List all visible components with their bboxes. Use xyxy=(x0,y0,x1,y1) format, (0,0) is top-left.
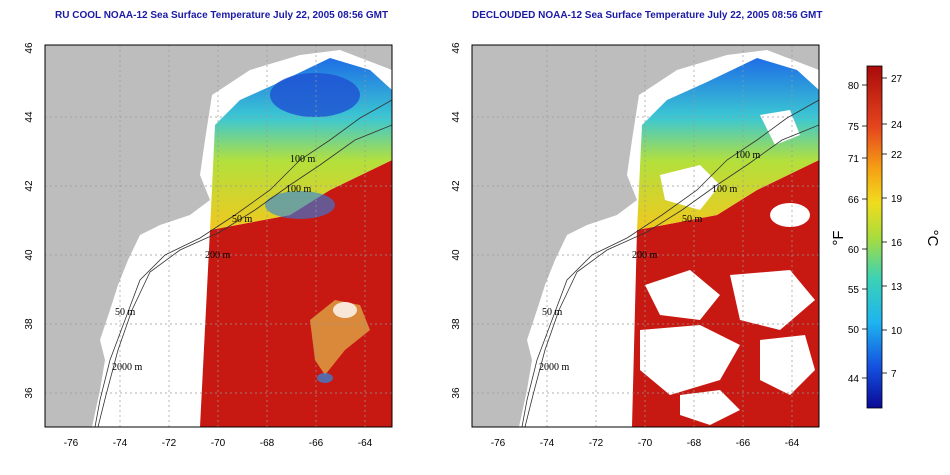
colorbar-c-tick: 16 xyxy=(891,238,903,249)
lon-tick: -76 xyxy=(491,438,506,449)
lat-tick: 38 xyxy=(24,318,35,330)
isobath-label: 50 m xyxy=(542,307,563,318)
lon-tick: -68 xyxy=(260,438,275,449)
colorbar-unit-f: °F xyxy=(830,230,847,245)
lon-tick: -74 xyxy=(540,438,555,449)
right-map-title: DECLOUDED NOAA-12 Sea Surface Temperatur… xyxy=(472,10,823,21)
isobath-label: 100 m xyxy=(712,184,738,195)
masked-gaps xyxy=(640,110,815,425)
lat-tick: 36 xyxy=(451,387,462,399)
left-map-frame xyxy=(44,44,393,428)
left-map: 100 m 100 m 50 m 200 m 50 m 2000 m xyxy=(45,45,392,427)
colorbar-c-tick: 10 xyxy=(891,326,903,337)
right-lon-axis: -76 -74 -72 -70 -68 -66 -64 xyxy=(491,438,800,449)
isobath-label: 2000 m xyxy=(539,362,570,373)
lon-tick: -72 xyxy=(162,438,177,449)
lat-tick: 44 xyxy=(24,111,35,123)
land-mass xyxy=(45,45,392,427)
left-lat-axis: 46 44 42 40 38 36 xyxy=(24,42,35,399)
lon-tick: -70 xyxy=(211,438,226,449)
right-map: 100 m 100 m 50 m 200 m 50 m 2000 m xyxy=(472,45,819,427)
lat-tick: 38 xyxy=(451,318,462,330)
left-map-title: RU COOL NOAA-12 Sea Surface Temperature … xyxy=(55,10,389,21)
isobath-label: 200 m xyxy=(205,250,231,261)
colorbar-f-tick: 60 xyxy=(848,245,860,256)
lat-tick: 46 xyxy=(451,42,462,54)
isobath-label: 50 m xyxy=(682,214,703,225)
colorbar-f-tick: 80 xyxy=(848,81,860,92)
lat-tick: 42 xyxy=(24,180,35,192)
lat-tick: 40 xyxy=(24,249,35,261)
isobath-label: 50 m xyxy=(115,307,136,318)
colorbar-unit-c: °C xyxy=(924,230,941,247)
colorbar-f-tick: 66 xyxy=(848,195,860,206)
sst-warm-region xyxy=(200,160,392,427)
lon-tick: -68 xyxy=(687,438,702,449)
lon-tick: -66 xyxy=(309,438,324,449)
right-lat-axis: 46 44 42 40 38 36 xyxy=(451,42,462,399)
colorbar-c-tick: 19 xyxy=(891,194,903,205)
colorbar-f-tick: 55 xyxy=(848,285,860,296)
lon-tick: -72 xyxy=(589,438,604,449)
colorbar-f-tick: 44 xyxy=(848,374,860,385)
lat-tick: 40 xyxy=(451,249,462,261)
isobath-label: 200 m xyxy=(632,250,658,261)
colorbar-f-tick: 75 xyxy=(848,122,860,133)
lon-tick: -66 xyxy=(736,438,751,449)
land-mass xyxy=(472,45,819,427)
isobath-label: 50 m xyxy=(232,214,253,225)
lon-tick: -76 xyxy=(64,438,79,449)
colorbar: 80 75 71 66 60 55 50 44 27 24 22 19 16 1… xyxy=(830,65,941,409)
lat-tick: 42 xyxy=(451,180,462,192)
colorbar-f-tick: 71 xyxy=(848,154,860,165)
isobath-label: 2000 m xyxy=(112,362,143,373)
colorbar-c-tick: 22 xyxy=(891,150,903,161)
lat-tick: 46 xyxy=(24,42,35,54)
colorbar-gradient xyxy=(866,65,883,409)
isobath-label: 100 m xyxy=(290,154,316,165)
isobath-label: 100 m xyxy=(286,184,312,195)
lon-tick: -74 xyxy=(113,438,128,449)
left-lon-axis: -76 -74 -72 -70 -68 -66 -64 xyxy=(64,438,373,449)
colorbar-c-tick: 13 xyxy=(891,282,903,293)
lon-tick: -70 xyxy=(638,438,653,449)
lat-tick: 36 xyxy=(24,387,35,399)
lon-tick: -64 xyxy=(785,438,800,449)
colorbar-c-tick: 7 xyxy=(891,369,897,380)
colorbar-f-tick: 50 xyxy=(848,325,860,336)
right-map-frame xyxy=(471,44,820,428)
lat-tick: 44 xyxy=(451,111,462,123)
lon-tick: -64 xyxy=(358,438,373,449)
colorbar-c-tick: 27 xyxy=(891,74,903,85)
colorbar-c-tick: 24 xyxy=(891,120,903,131)
isobath-label: 100 m xyxy=(735,150,761,161)
